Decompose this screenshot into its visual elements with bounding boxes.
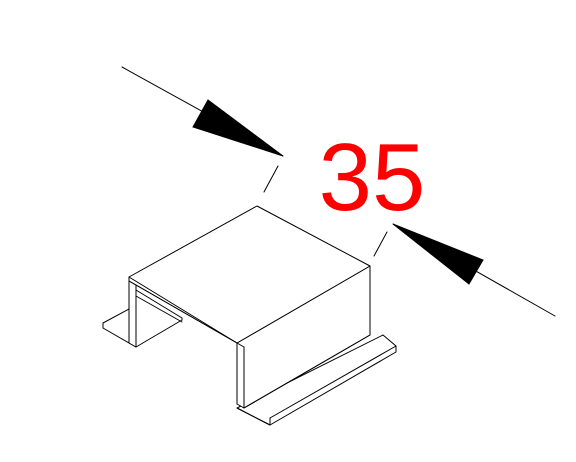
dimension-value: 35 [319,124,426,231]
left-leg-outer [128,280,137,348]
arrowhead-right [392,223,484,285]
top-plate [128,205,371,344]
left-leg-bend [135,295,183,323]
top-plate-underside [135,284,245,348]
extension-line-left [263,165,279,193]
arrowhead-left [192,99,284,157]
dimension-lines [121,66,556,317]
right-flange-edge [236,345,397,426]
left-leg-inner [135,289,183,321]
front-wall-bottom [243,334,371,409]
extension-line-right [373,231,388,257]
bracket-part [102,205,397,426]
left-leg-inner-foot [135,319,183,348]
